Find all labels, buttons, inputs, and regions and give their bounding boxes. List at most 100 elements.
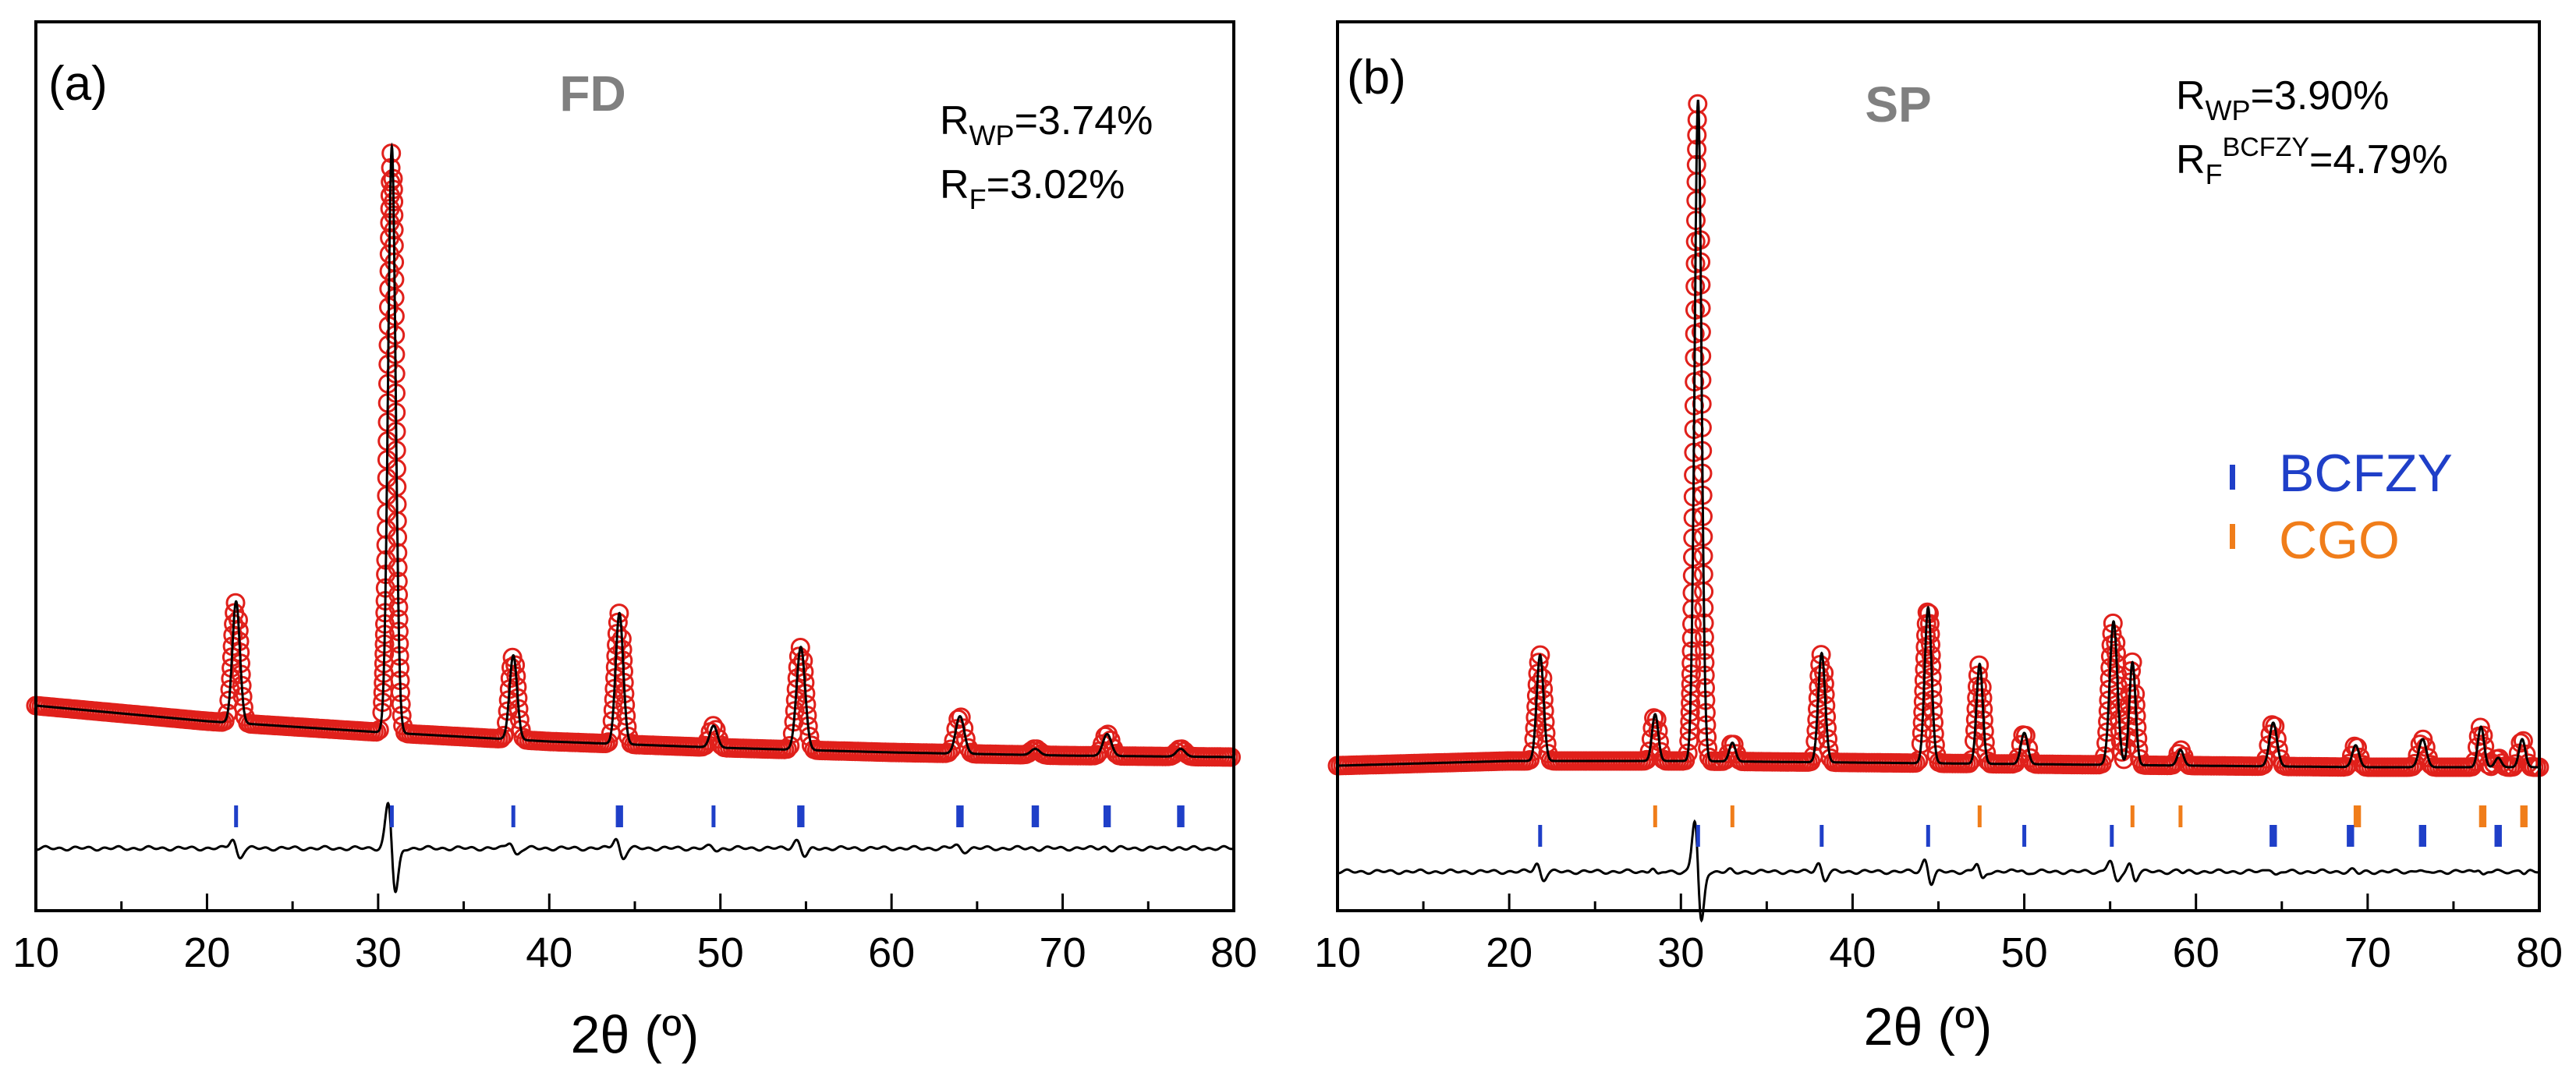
x-tick-label: 80 <box>1210 929 1257 976</box>
panel-b-sample-label: SP <box>1865 76 1931 133</box>
phase-tick-cgo <box>2178 805 2183 827</box>
phase-tick-bcfzy <box>800 805 805 827</box>
panel-a-x-axis-label: 2θ (º) <box>571 1005 700 1064</box>
observed-point <box>2415 737 2436 757</box>
rf-subscript: F <box>2206 158 2223 190</box>
rf-superscript: BCFZY <box>2223 133 2309 162</box>
legend-bcfzy-label: BCFZY <box>2279 444 2453 503</box>
x-tick-label: 70 <box>1040 929 1086 976</box>
observed-point <box>2470 717 2490 738</box>
legend-cgo-label: CGO <box>2279 511 2400 570</box>
phase-tick-bcfzy <box>1695 825 1700 847</box>
phase-tick-cgo <box>2523 805 2528 827</box>
phase-tick-bcfzy <box>1107 805 1111 827</box>
panel-b-legend: BCFZY CGO <box>2230 444 2453 570</box>
phase-tick-bcfzy <box>615 805 620 827</box>
phase-tick-cgo <box>2482 805 2487 827</box>
panel-a-label: (a) <box>48 57 108 111</box>
rwp-value: =3.74% <box>1015 98 1153 143</box>
x-tick-label: 30 <box>1657 929 1704 976</box>
legend-cgo-marker <box>2230 524 2235 549</box>
phase-tick-cgo <box>2357 805 2362 827</box>
observed-point <box>780 736 800 756</box>
x-tick-label: 30 <box>355 929 402 976</box>
rf-value: =4.79% <box>2309 137 2448 182</box>
phase-tick-bcfzy <box>1180 805 1185 827</box>
panel-a-sample-label: FD <box>559 65 625 122</box>
rf-base: R <box>940 162 969 207</box>
phase-tick-bcfzy <box>956 805 961 827</box>
phase-tick-bcfzy <box>511 805 516 827</box>
phase-tick-bcfzy <box>1538 825 1543 847</box>
rwp-subscript: WP <box>2206 94 2251 126</box>
phase-tick-cgo <box>2353 805 2358 827</box>
phase-tick-bcfzy <box>389 805 394 827</box>
panel-b-rwp: RWP=3.90% <box>2176 73 2389 126</box>
phase-tick-bcfzy <box>1926 825 1930 847</box>
calculated-line <box>1338 99 2539 769</box>
x-tick-label: 50 <box>2001 929 2048 976</box>
panel-a-rwp: RWP=3.74% <box>940 98 1153 151</box>
rf-base: R <box>2176 137 2206 182</box>
phase-tick-bcfzy <box>234 805 239 827</box>
x-tick-label: 40 <box>526 929 572 976</box>
observed-point <box>2265 716 2285 736</box>
phase-tick-bcfzy <box>2347 825 2351 847</box>
rwp-subscript: WP <box>969 119 1015 151</box>
x-tick-label: 10 <box>12 929 59 976</box>
x-tick-label: 40 <box>1829 929 1876 976</box>
calculated-line <box>35 142 1234 759</box>
observed-point <box>2347 738 2367 758</box>
phase-tick-bcfzy <box>2350 825 2355 847</box>
x-tick-label: 50 <box>697 929 744 976</box>
phase-tick-cgo <box>1730 805 1734 827</box>
panel-a-x-axis: 10 20 30 40 50 60 70 80 <box>12 894 1257 976</box>
rf-subscript: F <box>969 183 987 215</box>
panel-b-x-axis-label: 2θ (º) <box>1864 997 1993 1056</box>
rwp-base: R <box>940 98 969 143</box>
observed-point <box>2510 733 2531 753</box>
observed-points <box>26 143 1241 767</box>
phase-tick-bcfzy <box>2422 825 2426 847</box>
phase-tick-bcfzy <box>2418 825 2423 847</box>
observed-point <box>2256 749 2277 769</box>
legend-bcfzy-marker <box>2230 465 2235 490</box>
phase-tick-bcfzy <box>959 805 964 827</box>
observed-point <box>951 707 971 727</box>
observed-point <box>2513 731 2533 751</box>
observed-points <box>1327 94 2549 777</box>
phase-tick-bcfzy <box>2273 825 2277 847</box>
panel-a-plot-area <box>26 142 1241 894</box>
observed-point <box>790 638 810 657</box>
panel-a-frame <box>34 20 1235 912</box>
observed-point <box>1100 730 1121 750</box>
panel-b-label: (b) <box>1347 51 1406 104</box>
observed-point <box>494 725 514 745</box>
phase-tick-bcfzy <box>618 805 623 827</box>
phase-tick-bcfzy <box>1031 805 1036 827</box>
panel-b-x-axis: 10 20 30 40 50 60 70 80 <box>1314 894 2563 976</box>
panel-a: 10 20 30 40 50 60 70 80 (a) FD RWP=3.74% RF=3.0… <box>12 20 1257 1064</box>
observed-point <box>2506 754 2526 774</box>
phase-tick-cgo <box>2479 805 2483 827</box>
x-tick-label: 60 <box>2173 929 2220 976</box>
observed-point <box>955 729 976 749</box>
observed-point <box>2413 729 2433 749</box>
phase-tick-bcfzy <box>2110 825 2114 847</box>
phase-tick-bcfzy <box>797 805 802 827</box>
difference-line <box>35 802 1235 894</box>
phase-tick-bcfzy <box>2494 825 2499 847</box>
phase-tick-bcfzy <box>1103 805 1107 827</box>
panel-b: 10 20 30 40 50 60 70 80 (b) SP RWP=3.90% RFBCFZ… <box>1314 20 2563 1056</box>
x-tick-label: 80 <box>2516 929 2563 976</box>
observed-point <box>1530 645 1550 665</box>
observed-point <box>2508 743 2528 763</box>
difference-line <box>1337 819 2540 923</box>
panel-b-rf: RFBCFZY=4.79% <box>2176 133 2448 190</box>
rwp-base: R <box>2176 73 2206 119</box>
phase-tick-bcfzy <box>2497 825 2502 847</box>
phase-tick-cgo <box>2130 805 2135 827</box>
phase-tick-cgo <box>1653 805 1657 827</box>
phase-tick-bcfzy <box>2270 825 2274 847</box>
